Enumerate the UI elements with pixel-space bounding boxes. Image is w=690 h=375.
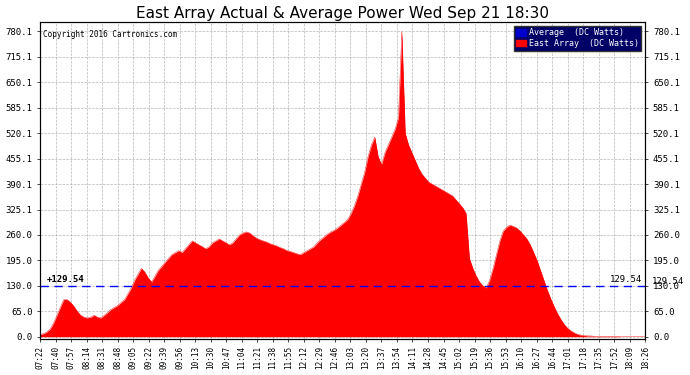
- Text: 129.54: 129.54: [652, 277, 684, 286]
- Legend: Average  (DC Watts), East Array  (DC Watts): Average (DC Watts), East Array (DC Watts…: [513, 26, 641, 51]
- Text: 129.54: 129.54: [610, 275, 642, 284]
- Text: Copyright 2016 Cartronics.com: Copyright 2016 Cartronics.com: [43, 30, 177, 39]
- Title: East Array Actual & Average Power Wed Sep 21 18:30: East Array Actual & Average Power Wed Se…: [136, 6, 549, 21]
- Text: +129.54: +129.54: [47, 275, 84, 284]
